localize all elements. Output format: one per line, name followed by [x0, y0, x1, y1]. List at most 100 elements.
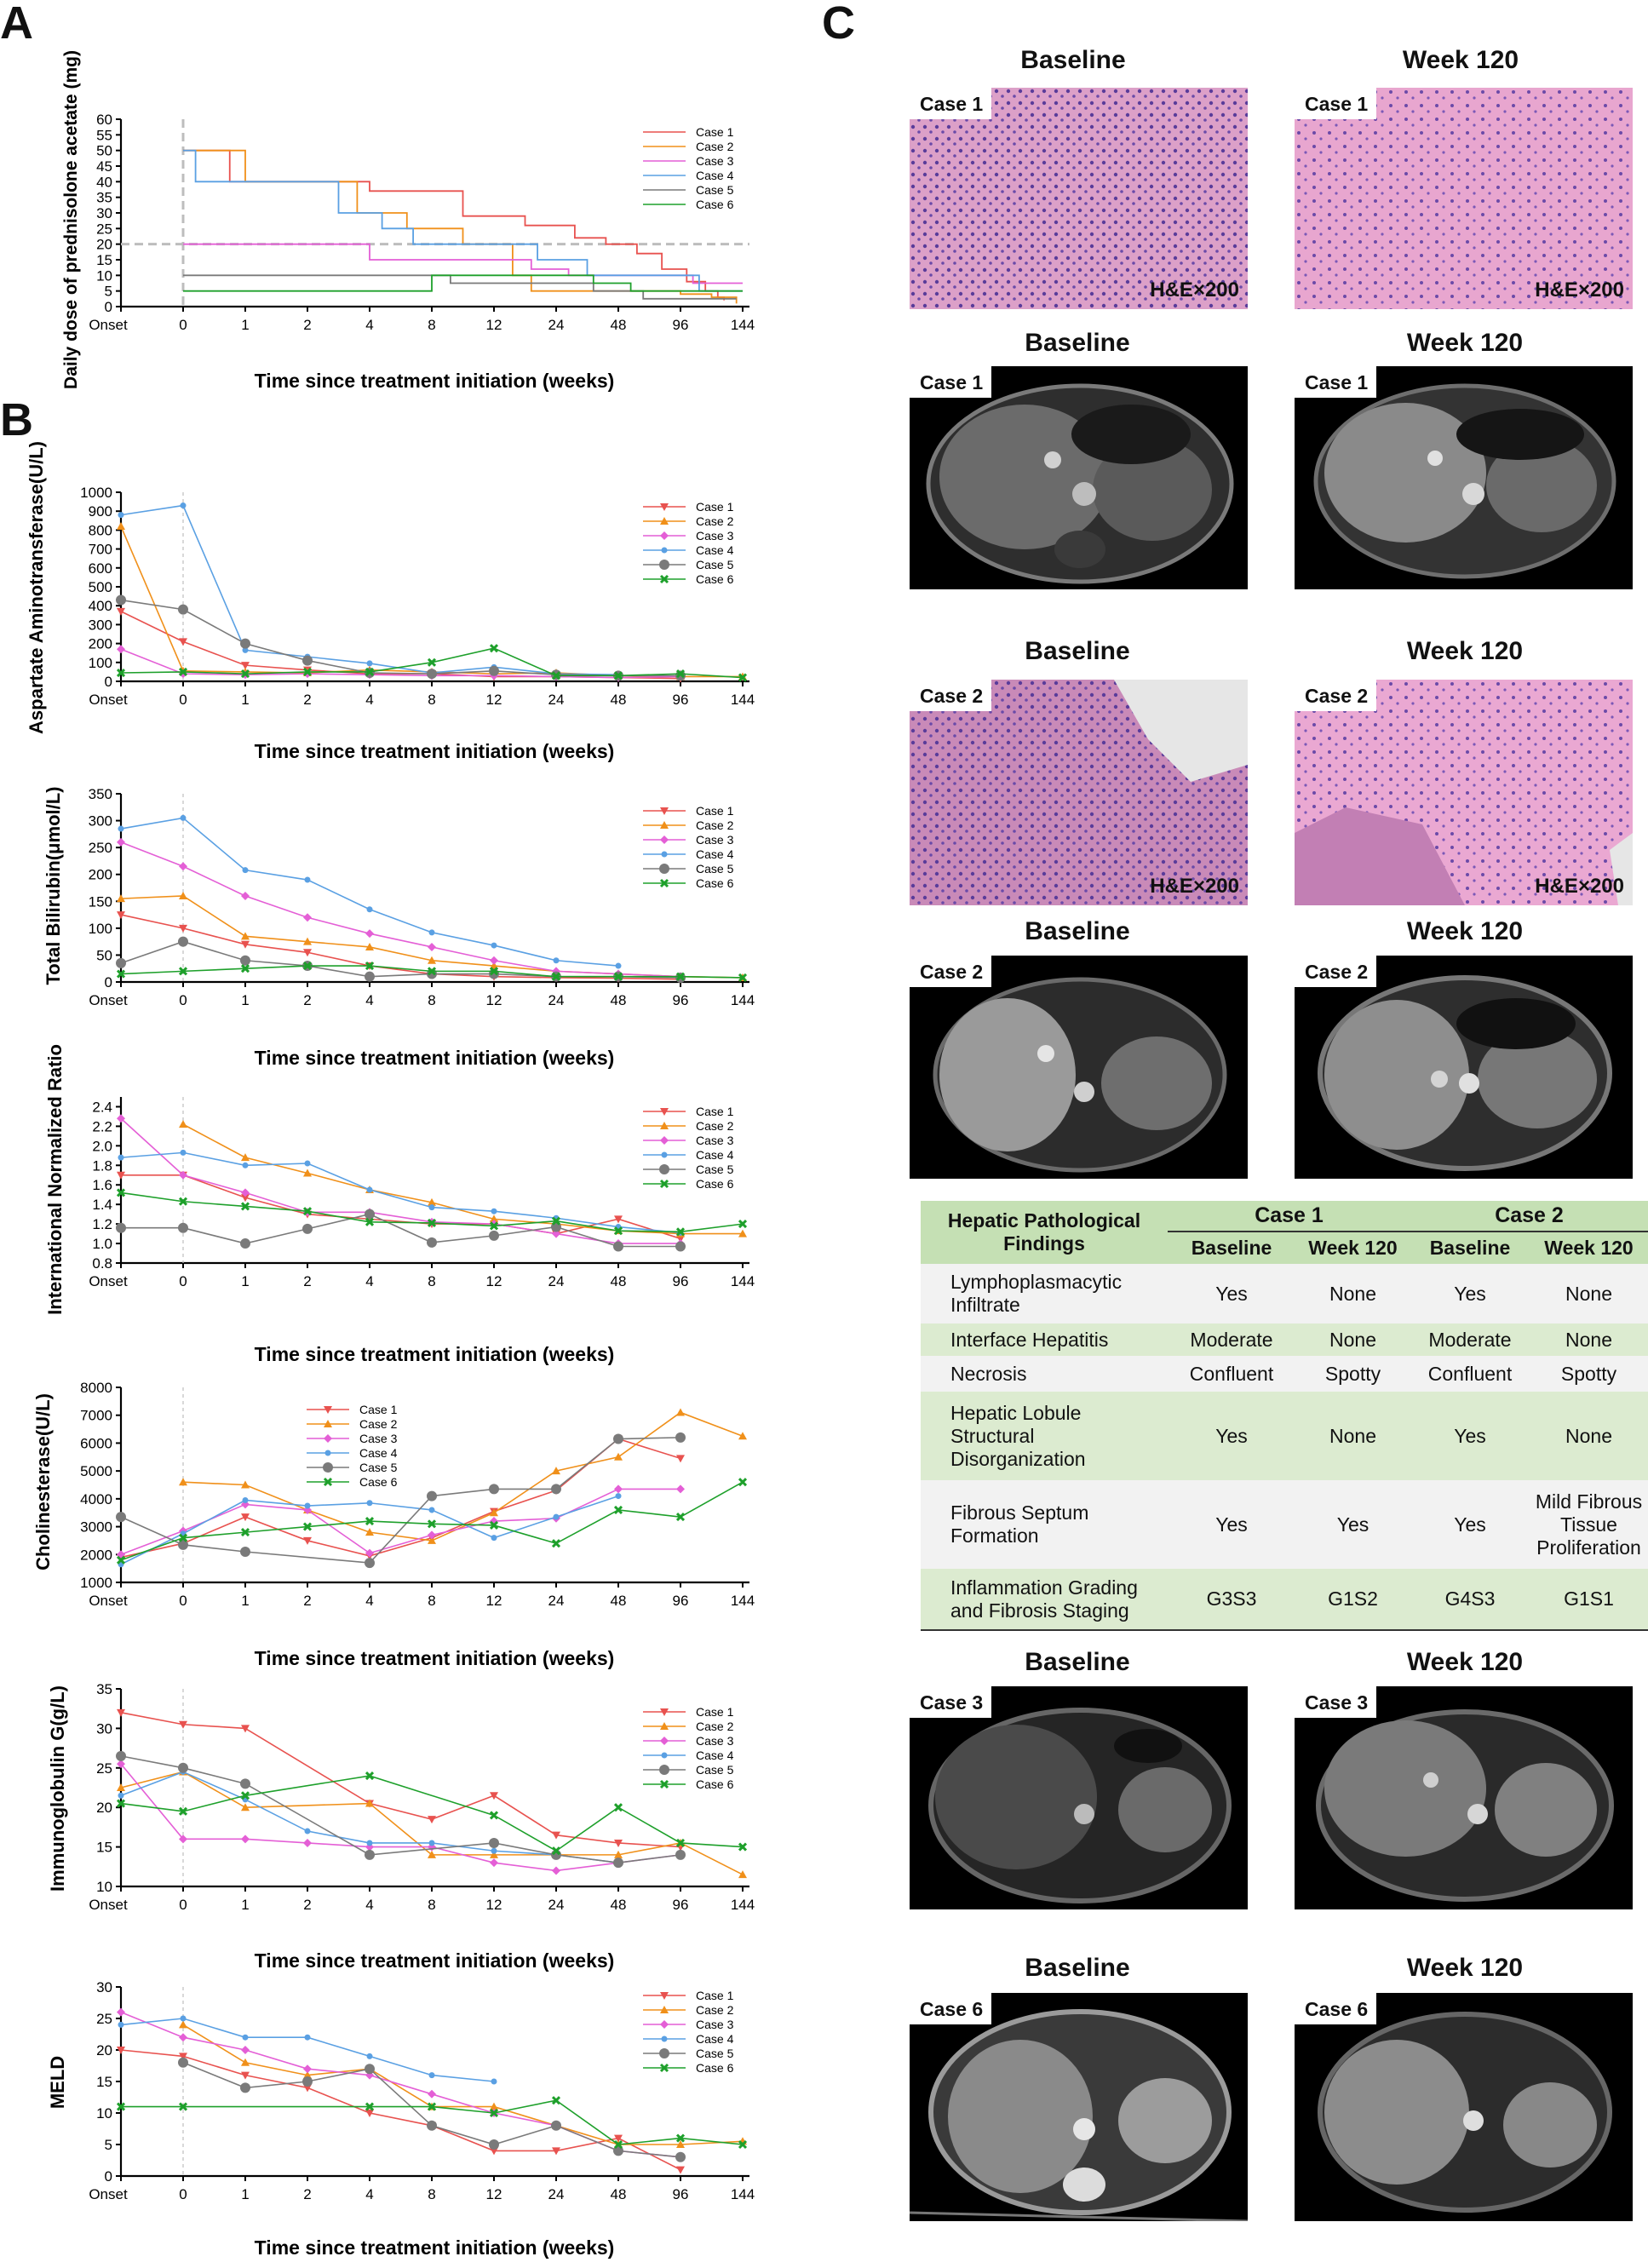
y-tick-label: 1000: [80, 1575, 112, 1591]
case-label: Case 2: [910, 680, 992, 711]
data-point: [304, 1160, 311, 1167]
data-point: [659, 864, 669, 874]
data-point: [552, 1831, 560, 1840]
data-point: [659, 1164, 669, 1174]
x-tick-label: 2: [303, 317, 311, 333]
legend-label: Case 2: [696, 1720, 734, 1733]
legend-label: Case 3: [696, 529, 734, 543]
data-point: [661, 2035, 668, 2042]
data-point: [659, 2063, 669, 2073]
data-point: [491, 1535, 497, 1542]
legend-label: Case 2: [359, 1417, 398, 1431]
legend-label: Case 1: [696, 804, 734, 818]
data-point: [116, 1555, 126, 1565]
data-point: [738, 1432, 747, 1440]
x-tick-label: 144: [731, 1273, 755, 1289]
data-point: [660, 835, 669, 844]
y-axis-title: MELD: [47, 2056, 68, 2109]
series-line: [120, 1712, 681, 1848]
legend-label: Case 5: [696, 2047, 734, 2060]
data-point: [179, 2020, 187, 2029]
table-title: Hepatic Pathological Findings: [947, 1209, 1141, 1255]
data-point: [302, 961, 313, 971]
data-point: [365, 1548, 374, 1558]
y-tick-label: 5: [105, 284, 112, 300]
data-point: [118, 825, 124, 832]
y-tick-label: 150: [89, 893, 112, 910]
x-tick-label: 144: [731, 1593, 755, 1609]
data-point: [365, 971, 375, 982]
y-tick-label: 2.0: [92, 1138, 112, 1154]
table-subheader-baseline: Baseline: [1429, 1237, 1511, 1259]
y-tick-label: 55: [96, 127, 112, 143]
data-point: [553, 957, 560, 964]
y-tick-label: 350: [89, 786, 112, 802]
data-point: [614, 1850, 623, 1858]
data-point: [365, 2102, 375, 2111]
y-tick-label: 500: [89, 579, 112, 595]
data-point: [117, 607, 125, 616]
x-tick-label: 144: [731, 992, 755, 1008]
case-label: Case 1: [1295, 366, 1377, 398]
series-line: [120, 648, 681, 679]
data-point: [118, 2021, 124, 2028]
y-tick-label: 250: [89, 840, 112, 856]
mri-case3-week120: Case 3: [1295, 1686, 1633, 1909]
data-point: [489, 1520, 499, 1530]
data-point: [738, 1229, 747, 1237]
y-tick-label: 600: [89, 560, 112, 577]
data-point: [660, 2006, 669, 2013]
data-point: [552, 2147, 560, 2156]
data-point: [180, 1149, 187, 1156]
data-point: [661, 851, 668, 858]
legend-label: Case 5: [696, 558, 734, 571]
data-point: [240, 638, 250, 649]
x-tick-label: 0: [179, 1897, 187, 1913]
mri-case1-week120: Case 1: [1295, 366, 1633, 589]
table-header-case2: Case 2: [1410, 1201, 1648, 1232]
data-point: [117, 1708, 125, 1717]
y-tick-label: 200: [89, 636, 112, 652]
data-point: [178, 1806, 188, 1816]
x-tick-label: 12: [486, 1897, 502, 1913]
y-tick-label: 25: [96, 221, 112, 237]
x-tick-label: 12: [486, 1593, 502, 1609]
x-tick-label: 12: [486, 2186, 502, 2202]
stain-label: H&E×200: [1535, 278, 1624, 301]
x-tick-label: 96: [673, 1897, 689, 1913]
y-tick-label: 0.8: [92, 1255, 112, 1272]
data-point: [365, 942, 374, 950]
data-point: [303, 949, 312, 957]
x-tick-label: Onset: [89, 1897, 128, 1913]
legend-label: Case 1: [696, 125, 734, 139]
data-point: [303, 1536, 312, 1545]
data-point: [179, 1478, 187, 1486]
data-point: [240, 1791, 250, 1800]
y-axis-title: Immunoglobulin G(g/L): [47, 1685, 68, 1892]
series-line: [183, 274, 737, 300]
y-axis-title: Aspartate Aminotransferase(U/L): [26, 441, 47, 734]
data-point: [428, 1197, 436, 1206]
data-point: [738, 1842, 748, 1852]
data-point: [613, 1857, 623, 1869]
data-point: [117, 2007, 125, 2017]
x-tick-label: Onset: [89, 1593, 128, 1609]
stain-label: H&E×200: [1535, 875, 1624, 898]
data-point: [675, 1849, 686, 1860]
x-tick-label: 4: [365, 1593, 373, 1609]
data-point: [660, 1708, 669, 1716]
x-tick-label: 2: [303, 992, 311, 1008]
x-tick-label: 48: [611, 992, 627, 1008]
data-point: [117, 1760, 125, 1769]
col-title-week120: Week 120: [1406, 917, 1524, 945]
data-point: [490, 2147, 498, 2156]
y-tick-label: 1.6: [92, 1177, 112, 1193]
mri-image: [1295, 1686, 1633, 1909]
x-tick-label: 0: [179, 992, 187, 1008]
data-point: [675, 1432, 686, 1443]
data-point: [491, 2078, 497, 2085]
legend-label: Case 3: [696, 2018, 734, 2031]
data-point: [324, 1420, 332, 1427]
data-point: [660, 1108, 669, 1116]
